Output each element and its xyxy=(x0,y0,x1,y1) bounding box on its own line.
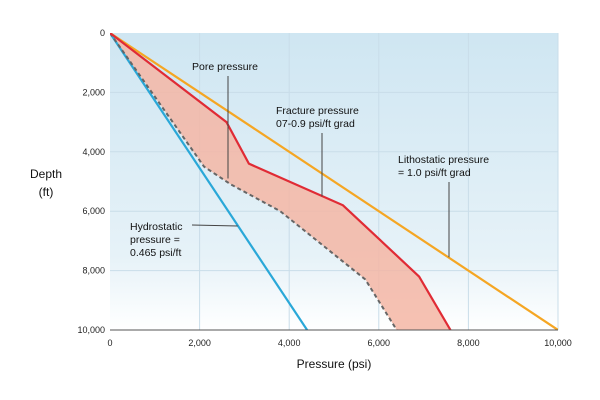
y-tick-label: 2,000 xyxy=(82,87,105,97)
y-axis-title-line-1: Depth xyxy=(30,167,62,181)
y-axis-title-line-2: (ft) xyxy=(39,185,54,199)
x-tick-label: 6,000 xyxy=(368,338,391,348)
lithostatic-annotation-label: = 1.0 psi/ft grad xyxy=(398,167,471,179)
x-tick-labels: 0 2,000 4,000 6,000 8,000 10,000 xyxy=(107,338,571,348)
hydrostatic-annotation-label: pressure = xyxy=(130,234,180,246)
x-tick-label: 2,000 xyxy=(188,338,211,348)
x-tick-label: 8,000 xyxy=(457,338,480,348)
y-tick-label: 4,000 xyxy=(82,147,105,157)
y-tick-label: 10,000 xyxy=(77,325,105,335)
lithostatic-annotation-label: Lithostatic pressure xyxy=(398,154,489,166)
x-tick-label: 10,000 xyxy=(544,338,572,348)
fracture-pressure-line xyxy=(110,33,452,330)
fracture-annotation-label: Fracture pressure xyxy=(276,105,359,117)
pressure-window-fill xyxy=(110,33,451,330)
hydrostatic-annotation-label: 0.465 psi/ft xyxy=(130,247,181,259)
pore-annotation-label: Pore pressure xyxy=(192,61,258,73)
y-tick-label: 6,000 xyxy=(82,206,105,216)
lithostatic-pressure-line xyxy=(110,33,558,330)
x-tick-label: 0 xyxy=(107,338,112,348)
y-tick-labels: 0 2,000 4,000 6,000 8,000 10,000 xyxy=(77,28,105,335)
fracture-pore-window xyxy=(110,33,451,330)
pore-pressure-line xyxy=(110,33,398,330)
hydrostatic-leader-line xyxy=(191,224,238,227)
fracture-annotation-label: 07-0.9 psi/ft grad xyxy=(276,118,355,130)
hydrostatic-annotation-label: Hydrostatic xyxy=(130,221,183,233)
series xyxy=(110,33,558,330)
y-tick-label: 0 xyxy=(100,28,105,38)
x-axis-title: Pressure (psi) xyxy=(297,357,372,371)
y-tick-label: 8,000 xyxy=(82,266,105,276)
x-tick-label: 4,000 xyxy=(278,338,301,348)
hydrostatic-pressure-line xyxy=(110,33,309,330)
